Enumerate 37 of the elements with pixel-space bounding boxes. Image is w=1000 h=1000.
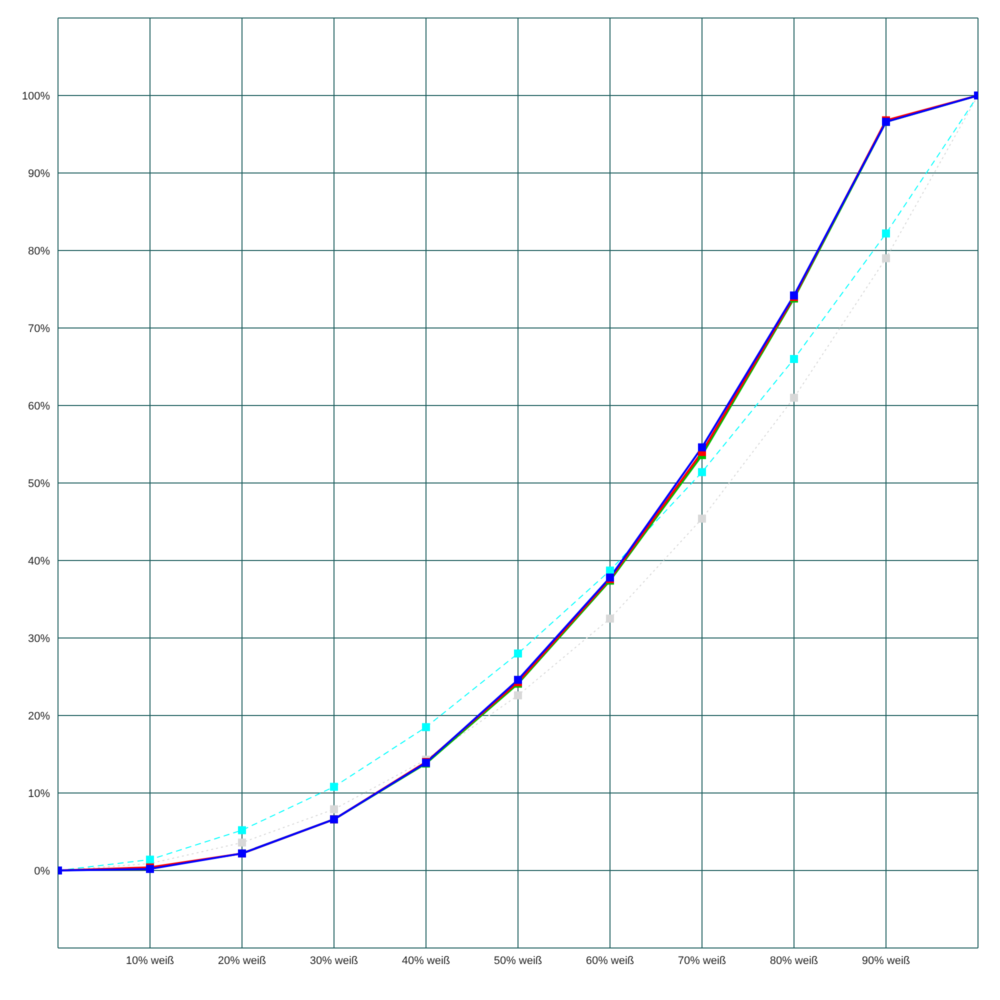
y-tick-label: 40% <box>28 555 50 568</box>
point <box>606 614 614 623</box>
point <box>698 468 706 476</box>
x-tick-label: 90% weiß <box>862 954 910 967</box>
x-tick-label: 10% weiß <box>126 954 174 967</box>
y-tick-label: 10% <box>28 788 50 800</box>
point <box>790 355 798 363</box>
x-tick-label: 70% weiß <box>678 954 726 967</box>
point <box>790 394 798 402</box>
y-tick-label: 80% <box>28 245 50 258</box>
y-tick-label: 20% <box>28 710 50 722</box>
point <box>330 805 338 814</box>
point <box>514 676 522 684</box>
y-tick-label: 0% <box>34 865 50 878</box>
point <box>330 782 338 791</box>
point <box>698 443 706 452</box>
y-tick-label: 60% <box>28 400 50 412</box>
x-tick-label: 20% weiß <box>218 954 266 967</box>
y-tick-label: 50% <box>28 478 50 490</box>
y-tick-label: 30% <box>28 632 50 645</box>
x-tick-label: 60% weiß <box>586 954 634 967</box>
x-tick-label: 30% weiß <box>310 954 358 967</box>
x-tick-label: 50% weiß <box>494 954 542 967</box>
y-tick-label: 100% <box>22 90 50 102</box>
point <box>514 691 522 700</box>
point <box>238 826 246 834</box>
point <box>514 650 522 658</box>
point <box>698 514 706 523</box>
point <box>882 254 890 262</box>
point <box>882 229 890 238</box>
x-tick-label: 40% weiß <box>402 954 450 967</box>
x-tick-label: 80% weiß <box>770 954 818 967</box>
point <box>238 838 246 847</box>
point <box>146 856 154 864</box>
y-tick-label: 70% <box>28 322 50 335</box>
y-tick-label: 90% <box>28 168 50 180</box>
point <box>422 723 430 732</box>
